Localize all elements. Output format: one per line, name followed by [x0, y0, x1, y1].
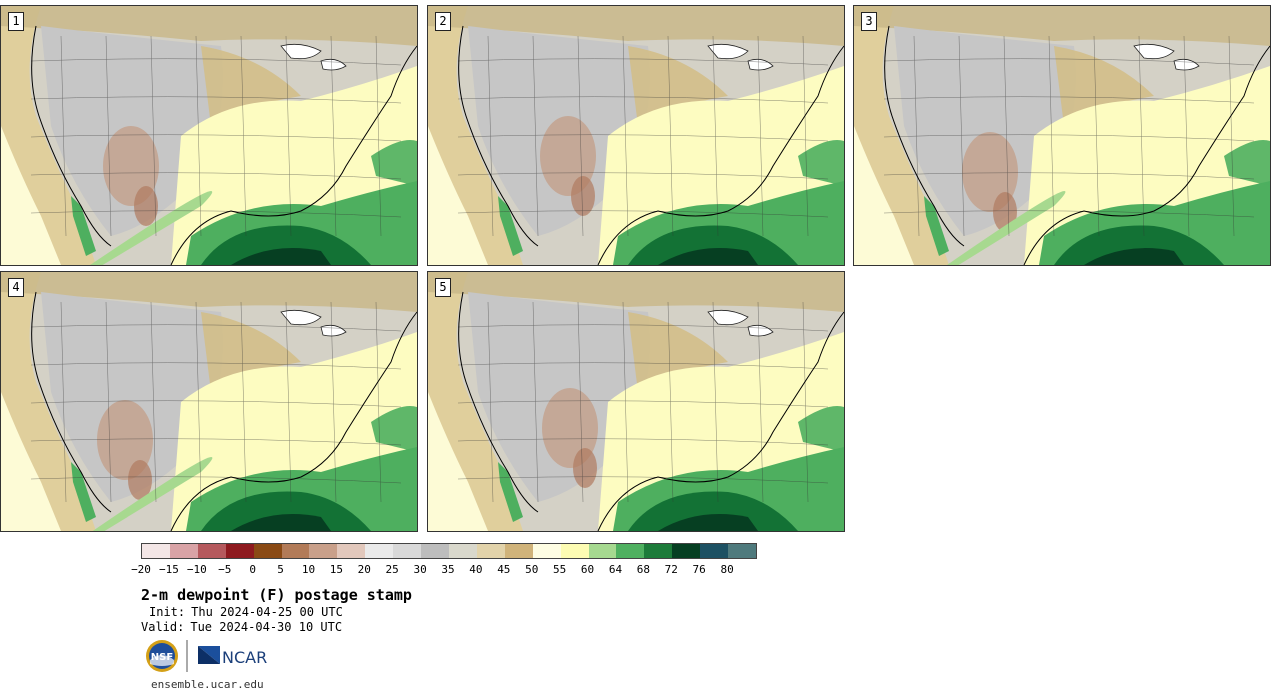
- init-value: Thu 2024-04-25 00 UTC: [191, 605, 343, 619]
- colorbar-swatch: [644, 544, 673, 558]
- valid-time: Valid: Tue 2024-04-30 10 UTC: [141, 620, 342, 634]
- valid-label: Valid:: [141, 620, 185, 634]
- colorbar-tick-label: 60: [580, 563, 595, 576]
- postage-stamp-panel-1: 1: [0, 5, 418, 266]
- colorbar-tick-label: −10: [186, 563, 207, 576]
- colorbar-tick-label: 68: [636, 563, 650, 576]
- colorbar-swatch: [421, 544, 449, 558]
- colorbar-swatch: [588, 544, 617, 558]
- colorbar-swatch: [532, 544, 561, 558]
- colorbar-tick-label: 0: [249, 563, 256, 576]
- colorbar-swatch: [309, 544, 338, 558]
- colorbar-tick-label: 45: [497, 563, 511, 576]
- colorbar-swatch: [169, 544, 198, 558]
- nsf-logo: NSF: [146, 640, 178, 672]
- colorbar-tick-label: 35: [441, 563, 455, 576]
- dewpoint-map-1: [1, 6, 417, 265]
- panel-number-label: 5: [435, 278, 451, 297]
- colorbar-swatch: [728, 544, 756, 558]
- colorbar-swatch: [337, 544, 366, 558]
- postage-stamp-panel-5: 5: [427, 271, 845, 532]
- panel-number-label: 1: [8, 12, 24, 31]
- colorbar-swatch: [672, 544, 701, 558]
- colorbar-tick-label: −20: [131, 563, 151, 576]
- colorbar-tick-label: 5: [277, 563, 284, 576]
- colorbar-swatch: [560, 544, 589, 558]
- colorbar-tick-label: 80: [720, 563, 734, 576]
- colorbar-tick-label: 25: [385, 563, 399, 576]
- sponsor-logos: NSF NCAR: [146, 640, 267, 672]
- colorbar-tick-label: 15: [329, 563, 343, 576]
- colorbar-tick-label: 20: [357, 563, 371, 576]
- postage-stamp-panel-3: 3: [853, 5, 1271, 266]
- init-time: Init: Thu 2024-04-25 00 UTC: [149, 605, 343, 619]
- dewpoint-map-4: [1, 272, 417, 531]
- colorbar-tick-label: −15: [158, 563, 179, 576]
- colorbar-tick-label: 64: [608, 563, 623, 576]
- colorbar-tick-label: 40: [469, 563, 483, 576]
- dewpoint-map-2: [428, 6, 844, 265]
- postage-stamp-panel-2: 2: [427, 5, 845, 266]
- valid-value: Tue 2024-04-30 10 UTC: [190, 620, 343, 634]
- panel-number-label: 3: [861, 12, 877, 31]
- chart-title: 2-m dewpoint (F) postage stamp: [141, 586, 412, 604]
- nsf-logo-text: NSF: [151, 652, 173, 663]
- colorbar-swatch: [616, 544, 645, 558]
- colorbar-tick-label: −5: [218, 563, 232, 576]
- colorbar-tick-label: 72: [664, 563, 678, 576]
- colorbar-swatch: [253, 544, 282, 558]
- colorbar-swatch: [197, 544, 226, 558]
- colorbar-swatch: [700, 544, 729, 558]
- colorbar-swatch: [142, 544, 170, 558]
- colorbar-swatch: [504, 544, 533, 558]
- colorbar-ticks: −20 −15 −10 −5 0 5 10 15 20 25 30 35 40 45 50 55 60 64 68 7…: [130, 563, 770, 577]
- colorbar-swatch: [281, 544, 310, 558]
- colorbar-swatch: [225, 544, 254, 558]
- colorbar: [141, 543, 757, 559]
- colorbar-tick-label: 55: [553, 563, 567, 576]
- site-url: ensemble.ucar.edu: [151, 678, 264, 691]
- colorbar-tick-label: 50: [525, 563, 539, 576]
- colorbar-swatch: [476, 544, 505, 558]
- colorbar-tick-label: 76: [692, 563, 706, 576]
- colorbar-tick-label: 10: [301, 563, 316, 576]
- ncar-logo-text: NCAR: [222, 648, 267, 667]
- dewpoint-map-3: [854, 6, 1270, 265]
- colorbar-swatch: [393, 544, 422, 558]
- ncar-logo: NCAR: [198, 646, 267, 667]
- init-label: Init:: [149, 605, 186, 619]
- colorbar-swatch: [365, 544, 394, 558]
- panel-number-label: 2: [435, 12, 451, 31]
- dewpoint-map-5: [428, 272, 844, 531]
- colorbar-swatch: [448, 544, 477, 558]
- postage-stamp-panel-4: 4: [0, 271, 418, 532]
- panel-number-label: 4: [8, 278, 24, 297]
- colorbar-tick-label: 30: [413, 563, 427, 576]
